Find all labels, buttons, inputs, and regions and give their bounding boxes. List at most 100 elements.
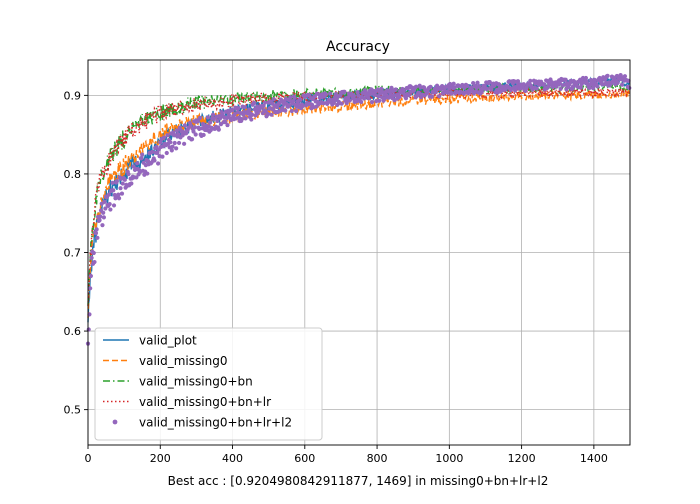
data-point [467, 90, 472, 95]
data-point [287, 103, 292, 108]
data-point [484, 86, 490, 92]
data-point [92, 259, 97, 265]
data-point [111, 203, 117, 208]
data-point [211, 116, 216, 122]
data-point [425, 90, 430, 95]
data-point [289, 108, 294, 114]
data-point [161, 135, 166, 140]
data-point [570, 84, 576, 89]
series-valid-missing0-bn-lr-l2 [85, 73, 632, 346]
data-point [120, 181, 125, 186]
data-point [103, 206, 108, 211]
data-point [377, 98, 382, 103]
x-tick-label: 600 [294, 452, 315, 465]
data-point [487, 79, 492, 85]
data-point [475, 80, 480, 85]
data-point [413, 84, 419, 89]
x-tick-label: 0 [85, 452, 92, 465]
data-point [619, 82, 625, 87]
data-point [275, 105, 280, 110]
data-point [116, 196, 122, 201]
data-point [108, 207, 113, 212]
data-point [215, 118, 220, 124]
legend-label: valid_missing0+bn [139, 375, 253, 389]
x-tick-label: 1000 [435, 452, 463, 465]
data-point [224, 115, 229, 121]
data-point [169, 148, 174, 153]
data-point [515, 79, 521, 84]
data-point [397, 94, 402, 99]
data-point [145, 158, 151, 164]
data-point [269, 112, 274, 117]
data-point [243, 116, 248, 121]
data-point [292, 95, 297, 100]
data-point [100, 223, 105, 228]
data-point [265, 111, 271, 117]
y-tick-label: 0.5 [64, 404, 82, 417]
data-point [291, 99, 296, 104]
data-point [210, 112, 216, 117]
data-point [93, 230, 99, 236]
legend-label: valid_plot [139, 334, 197, 348]
data-point [101, 215, 106, 220]
data-point [429, 94, 435, 99]
data-point [249, 112, 255, 117]
x-tick-label: 200 [150, 452, 171, 465]
data-point [91, 250, 96, 256]
data-point [615, 80, 620, 85]
legend-item: valid_missing0 [103, 354, 227, 368]
data-point [164, 150, 169, 156]
data-point [226, 112, 232, 118]
data-point [119, 191, 125, 196]
data-point [294, 108, 299, 114]
legend-item: valid_missing0+bn+lr+l2 [112, 416, 292, 430]
data-point [347, 98, 352, 103]
data-point [208, 120, 213, 125]
data-point [361, 96, 367, 101]
legend: valid_plot valid_missing0 valid_missing0+b… [94, 327, 323, 441]
data-point [223, 119, 228, 125]
legend-label: valid_missing0+bn+lr [139, 395, 271, 409]
data-point [139, 156, 144, 161]
data-point [249, 117, 254, 122]
data-point [195, 119, 200, 124]
data-point [359, 99, 364, 105]
x-tick-label: 400 [222, 452, 243, 465]
data-point [158, 140, 163, 145]
data-point [283, 108, 288, 113]
data-point [201, 132, 206, 138]
data-point [449, 91, 454, 96]
data-point [155, 161, 161, 166]
data-point [355, 90, 360, 95]
x-tick-label: 800 [367, 452, 388, 465]
data-point [403, 96, 409, 101]
data-point [242, 105, 247, 110]
y-tick-label: 0.8 [64, 168, 82, 181]
data-point [191, 129, 196, 134]
data-point [528, 78, 533, 83]
data-point [176, 140, 182, 146]
data-point [558, 86, 563, 91]
data-point [110, 180, 115, 185]
data-point [107, 201, 112, 207]
data-point [122, 177, 127, 182]
data-point [182, 123, 187, 128]
data-point [116, 192, 121, 197]
data-point [379, 86, 384, 91]
data-point [118, 186, 123, 191]
data-point [88, 286, 93, 291]
data-point [563, 77, 568, 82]
data-point [252, 100, 257, 106]
data-point [351, 93, 357, 98]
data-point [101, 210, 106, 215]
data-point [344, 100, 349, 106]
legend-item: valid_missing0+bn+lr [103, 395, 271, 409]
data-point [288, 95, 293, 100]
data-point [389, 85, 394, 90]
data-point [327, 91, 333, 96]
data-point [236, 106, 241, 111]
data-point [111, 188, 116, 193]
data-point [97, 218, 102, 223]
data-point [298, 97, 303, 102]
data-point [114, 179, 120, 184]
